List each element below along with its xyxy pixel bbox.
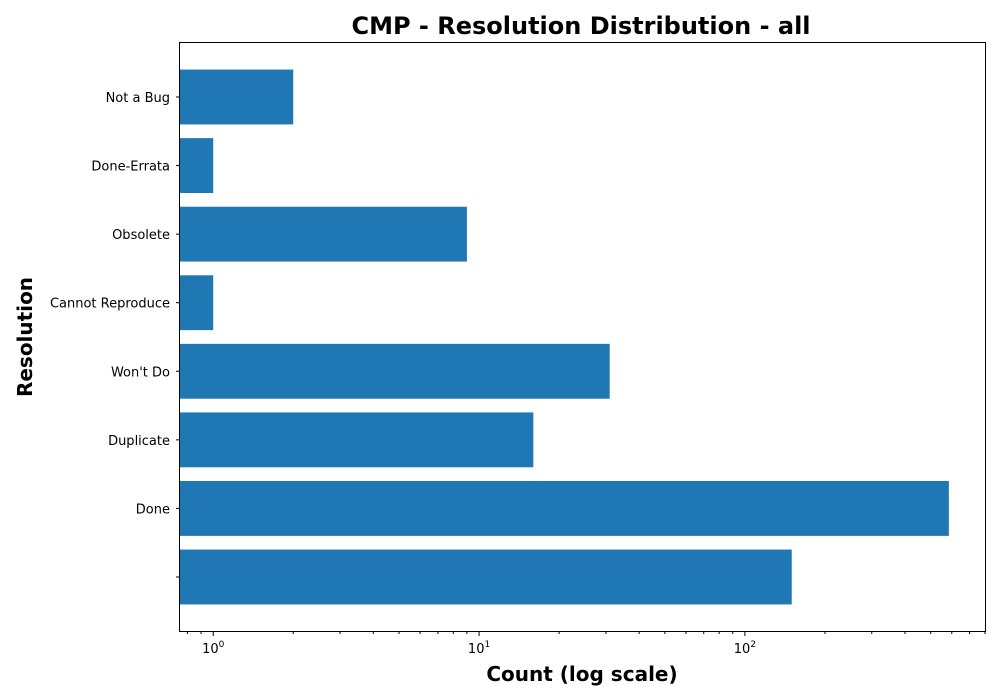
- bar-cannot-reproduce: [180, 275, 214, 331]
- bar-duplicate: [180, 412, 534, 468]
- y-axis-ticks: Done Duplicate Won't Do Cannot Reproduce Obs…: [50, 91, 180, 578]
- bar-not-a-bug: [180, 69, 294, 125]
- chart-title: CMP - Resolution Distribution - all: [351, 12, 810, 40]
- y-tick-label: Duplicate: [108, 434, 170, 449]
- y-tick-label: Done-Errata: [91, 160, 170, 175]
- x-axis-ticks: 100 101 102: [186, 631, 986, 657]
- y-tick-label: Obsolete: [112, 228, 170, 243]
- y-axis-label: Resolution: [13, 277, 37, 397]
- y-tick-label: Won't Do: [111, 365, 170, 380]
- x-tick-label: 102: [734, 640, 756, 657]
- x-tick-label: 100: [202, 640, 225, 657]
- bar-unlabeled: [180, 549, 792, 605]
- bar-won-t-do: [180, 343, 610, 399]
- y-tick-label: Done: [136, 502, 170, 517]
- y-tick-label: Cannot Reproduce: [50, 297, 170, 312]
- x-axis-label: Count (log scale): [486, 662, 677, 686]
- y-tick-label: Not a Bug: [106, 91, 170, 106]
- x-tick-label: 101: [468, 640, 490, 657]
- bar-obsolete: [180, 206, 467, 262]
- plot-frame: [179, 42, 986, 632]
- bars-group: [180, 69, 949, 605]
- bar-done: [180, 481, 949, 536]
- bar-done-errata: [180, 138, 214, 193]
